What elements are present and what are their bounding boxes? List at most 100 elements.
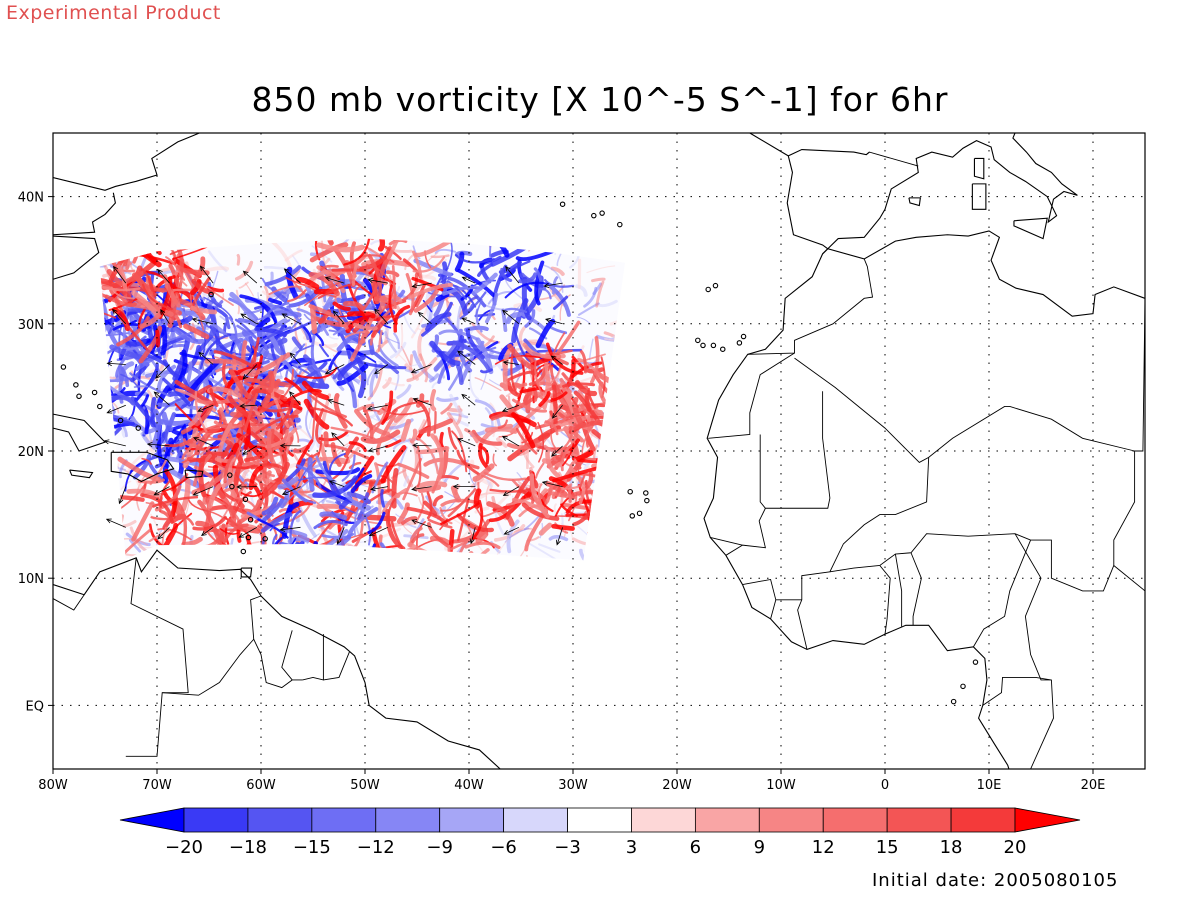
vorticity-streak xyxy=(380,549,399,561)
wind-arrow xyxy=(369,486,388,492)
island xyxy=(262,536,268,542)
vorticity-streak xyxy=(156,238,164,247)
wind-arrow xyxy=(505,265,520,284)
vorticity-streak xyxy=(409,428,418,444)
colorbar-cell xyxy=(311,807,377,833)
vorticity-streak xyxy=(433,565,468,587)
vorticity-streak xyxy=(282,470,304,507)
vorticity-streak xyxy=(194,425,221,456)
vorticity-streak xyxy=(367,511,386,534)
wind-arrow xyxy=(412,397,432,406)
vorticity-streak xyxy=(267,560,289,561)
vorticity-streak xyxy=(323,297,342,310)
vorticity-streak xyxy=(203,296,234,321)
vorticity-streak xyxy=(296,540,305,556)
colorbar-cell xyxy=(886,807,952,833)
colorbar-label: 18 xyxy=(940,837,963,858)
vorticity-streak xyxy=(586,265,616,274)
wind-arrow xyxy=(461,276,476,284)
vorticity-streak xyxy=(384,245,402,261)
island xyxy=(736,340,743,346)
vorticity-streak xyxy=(589,466,626,484)
vorticity-streak xyxy=(412,250,423,283)
vorticity-streak xyxy=(240,464,256,470)
vorticity-streak xyxy=(345,581,372,597)
country-border xyxy=(162,638,255,696)
vorticity-streak xyxy=(381,571,399,573)
lat-tick-label: 30N xyxy=(18,318,44,333)
vorticity-streak xyxy=(155,329,161,348)
wind-arrow xyxy=(327,398,345,406)
vorticity-streak xyxy=(490,400,529,421)
vorticity-streak xyxy=(164,431,175,455)
vorticity-streak xyxy=(158,276,173,320)
axis-ticks: 80W 70W 60W 50W 40W 30W 20W 10W 0 10E 20E EQ 10N 20N 3… xyxy=(18,191,1106,793)
coastlines xyxy=(53,133,1145,769)
vorticity-streak xyxy=(324,444,371,461)
vorticity-streak xyxy=(430,433,445,482)
vorticity-streak xyxy=(471,429,503,446)
colorbar-min-arrow xyxy=(119,807,185,833)
vorticity-streak xyxy=(489,411,537,428)
colorbar-cell xyxy=(950,807,1016,833)
vorticity-streak xyxy=(309,304,318,334)
island xyxy=(91,389,98,396)
vorticity-streak xyxy=(279,489,290,509)
coastline xyxy=(53,413,106,452)
vorticity-streak xyxy=(507,343,535,370)
vorticity-streak xyxy=(322,547,338,561)
vorticity-streak xyxy=(141,457,152,465)
island xyxy=(208,291,214,298)
vorticity-streak xyxy=(165,256,186,281)
lon-tick-label: 10W xyxy=(766,778,796,793)
vorticity-streak xyxy=(172,548,202,556)
vorticity-streak xyxy=(433,343,458,372)
vorticity-streak xyxy=(131,501,155,542)
vorticity-streak xyxy=(487,238,499,243)
vorticity-streak xyxy=(292,541,300,561)
island xyxy=(627,488,633,495)
vorticity-streak xyxy=(528,240,535,252)
island xyxy=(559,201,566,207)
vorticity-streak xyxy=(194,544,219,561)
country-border xyxy=(125,557,189,757)
vorticity-streak xyxy=(285,458,306,482)
vorticity-streak xyxy=(425,312,452,332)
vorticity-streak xyxy=(147,275,154,292)
vorticity-streak xyxy=(284,571,308,583)
colorbar-label: 3 xyxy=(626,837,637,858)
vorticity-streak xyxy=(307,457,315,492)
vorticity-streak xyxy=(348,441,367,453)
vorticity-streak xyxy=(349,330,370,362)
vorticity-streak xyxy=(472,463,495,482)
wind-arrow xyxy=(105,518,126,528)
vorticity-streak xyxy=(506,497,530,506)
vorticity-streak xyxy=(312,268,326,307)
island xyxy=(227,472,233,478)
vorticity-streak xyxy=(258,326,292,344)
vorticity-streak xyxy=(560,441,576,472)
vorticity-streak xyxy=(365,554,381,561)
vorticity-streak xyxy=(107,251,115,263)
wind-arrow xyxy=(501,404,520,413)
vorticity-streak xyxy=(505,311,522,325)
vorticity-streak xyxy=(455,585,486,612)
vorticity-streak xyxy=(319,545,325,561)
vorticity-streak xyxy=(438,329,479,341)
vorticity-streak xyxy=(173,298,206,321)
vorticity-streak xyxy=(266,430,281,474)
vorticity-streak xyxy=(359,360,407,370)
coastline xyxy=(184,469,204,479)
vorticity-streak xyxy=(554,496,570,517)
vorticity-streak xyxy=(117,456,162,482)
vorticity-streak xyxy=(598,381,608,405)
vorticity-streak xyxy=(261,278,287,294)
wind-arrow xyxy=(374,308,389,325)
island xyxy=(599,210,605,216)
vorticity-streak xyxy=(391,467,399,509)
vorticity-streak xyxy=(250,551,268,561)
vorticity-streak xyxy=(391,558,419,561)
vorticity-streak xyxy=(292,554,332,561)
vorticity-streak xyxy=(272,545,282,550)
coastline xyxy=(69,469,94,479)
